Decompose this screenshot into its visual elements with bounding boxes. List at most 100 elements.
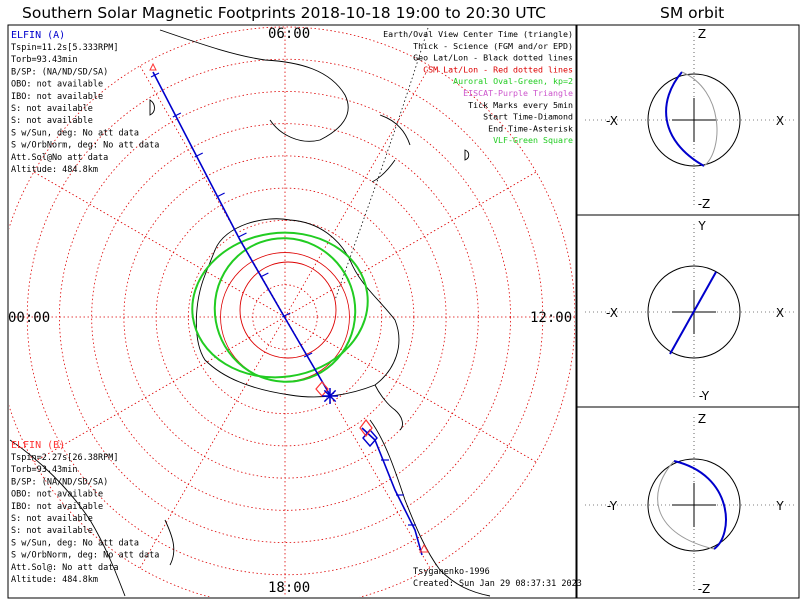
legend-entry: Start Time-Diamond — [483, 112, 573, 122]
coastline — [371, 114, 411, 183]
end-asterisk — [323, 389, 337, 403]
auroral-oval-outer — [191, 231, 369, 379]
elfin-a-info-line: B/SP: (NA/ND/SD/SA) — [11, 67, 108, 77]
coastline — [369, 419, 491, 597]
coastline — [374, 384, 403, 431]
orbit-panels: Z -Z -X X Y -Y -X X Z -Z -Y Y — [576, 24, 800, 599]
mlt-meridian — [284, 65, 431, 318]
orbit-axis-label-top: Y — [697, 219, 706, 233]
elfin-b-info-line: S w/Sun, deg: No att data — [11, 538, 139, 548]
elfin-a-info-line: Att.Sol@No att data — [11, 153, 108, 163]
legend-entry: Tick Marks every 5min — [468, 100, 573, 110]
coastline — [159, 29, 349, 142]
elfin-a-info-line: S w/OrbNorm, deg: No att data — [11, 141, 159, 151]
orbit-panel: Z -Z -X X — [585, 27, 795, 211]
orbit-axis-label-top: Z — [698, 412, 706, 426]
elfin-a-tick — [150, 72, 160, 78]
elfin-a-tick — [172, 112, 182, 118]
mlat-ring — [59, 91, 511, 543]
coastline — [195, 218, 400, 398]
mlt-meridian — [33, 316, 286, 463]
orbit-axis-label-right: Y — [775, 499, 784, 513]
legend-entry: Auroral Oval-Green, kp=2 — [453, 76, 573, 86]
start-diamond — [362, 428, 378, 448]
elfin-b-info-line: IBO: not available — [11, 502, 103, 512]
orbit-axis-label-left: -X — [606, 306, 618, 320]
elfin-a-info-line: Tspin=11.2s[5.333RPM] — [11, 43, 118, 53]
map-grid — [9, 26, 575, 597]
elfin-b-track — [361, 427, 423, 556]
orbit-track — [665, 71, 705, 167]
mlt-label-top: 06:00 — [268, 26, 310, 42]
mlt-meridian — [284, 316, 537, 463]
polar-cap-ring — [239, 261, 337, 359]
elfin-b-name: ELFIN (B) — [11, 440, 65, 451]
legend-entry: EISCAT-Purple Triangle — [463, 88, 573, 98]
earth-circle — [647, 265, 741, 359]
elfin-b-info-line: S w/OrbNorm, deg: No att data — [11, 551, 159, 561]
elfin-a-tick — [194, 152, 204, 158]
elfin-b-info-line: Torb=93.43min — [11, 465, 78, 475]
elfin-a-info-line: OBO: not available — [11, 80, 103, 90]
elfin-a-info-line: Altitude: 484.8km — [11, 165, 98, 175]
elfin-b-info-line: OBO: not available — [11, 490, 103, 500]
elfin-b-info-line: B/SP: (NA/ND/SD/SA) — [11, 477, 108, 487]
elfin-a-info-line: S: not available — [11, 116, 93, 126]
mlt-label-right: 12:00 — [530, 310, 572, 326]
mlt-meridian — [284, 171, 537, 318]
elfin-a-tick — [260, 272, 269, 278]
orbit-panel-frame — [576, 24, 800, 599]
map-frame — [7, 24, 577, 599]
elfin-a-info-line: S w/Sun, deg: No att data — [11, 128, 139, 138]
orbit-track — [673, 460, 727, 550]
coastline — [164, 519, 175, 566]
elfin-a-tick — [303, 352, 313, 358]
orbit-panel: Y -Y -X X — [585, 219, 795, 403]
legend-entry: Geo Lat/Lon - Black dotted lines — [413, 53, 573, 63]
orbit-axis-label-left: -X — [606, 114, 618, 128]
coastlines — [9, 29, 491, 597]
auroral-oval-inner — [213, 237, 357, 383]
orbit-axis-label-bottom: -Y — [699, 389, 710, 403]
legend: Earth/Oval View Center Time (triangle) Th… — [383, 29, 573, 145]
coastline — [464, 149, 470, 161]
mlt-meridian — [139, 316, 286, 569]
legend-entry: CSM Lat/Lon - Red dotted lines — [423, 64, 573, 74]
elfin-a-tick — [216, 192, 225, 198]
figure-title: Southern Solar Magnetic Footprints 2018-… — [22, 4, 546, 22]
elfin-a-info: ELFIN (A) Tspin=11.2s[5.333RPM] Torb=93.4… — [11, 30, 159, 175]
elfin-a-info-line: S: not available — [11, 104, 93, 114]
coastline — [9, 439, 126, 597]
polar-map: 06:00 00:00 12:00 18:00 ELFIN (A) Tspin=… — [7, 24, 582, 599]
orbit-panel: Z -Z -Y Y — [585, 412, 795, 596]
created-credit: Created: Sun Jan 29 08:37:31 2023 — [413, 579, 582, 589]
earth-circle — [647, 458, 741, 552]
mlat-ring — [26, 58, 544, 576]
orbit-axis-label-right: X — [776, 114, 784, 128]
view-center-triangle — [419, 543, 429, 553]
elfin-b-info-line: Altitude: 484.8km — [11, 575, 98, 585]
elfin-b-info-line: S: not available — [11, 514, 93, 524]
legend-entry: End Time-Asterisk — [488, 123, 573, 133]
model-credit: Tsyganenko-1996 — [413, 567, 490, 577]
elfin-a-name: ELFIN (A) — [11, 30, 65, 41]
elfin-b-info-line: Att.Sol@: No att data — [11, 563, 118, 573]
elfin-a-tick — [281, 312, 291, 318]
legend-entry: VLF-Green Square — [493, 135, 573, 145]
geo-meridian — [334, 27, 429, 301]
orbit-axis-label-top: Z — [698, 27, 706, 41]
legend-entry: Earth/Oval View Center Time (triangle) — [383, 29, 573, 39]
coastline — [149, 99, 155, 116]
earth-circle — [647, 73, 741, 167]
auroral-oval — [191, 231, 369, 383]
elfin-a-info-line: Torb=93.43min — [11, 55, 78, 65]
orbit-track — [669, 271, 717, 355]
start-diamond — [359, 419, 373, 437]
elfin-b-info: ELFIN (B) Tspin=2.27s[26.38RPM] Torb=93.4… — [11, 440, 159, 585]
orbit-axis-label-left: -Y — [607, 499, 618, 513]
footprint-tracks — [149, 62, 429, 556]
orbit-title: SM orbit — [660, 4, 724, 22]
orbit-axis-label-bottom: -Z — [698, 582, 711, 596]
legend-entry: Thick - Science (FGM and/or EPD) — [413, 41, 573, 51]
